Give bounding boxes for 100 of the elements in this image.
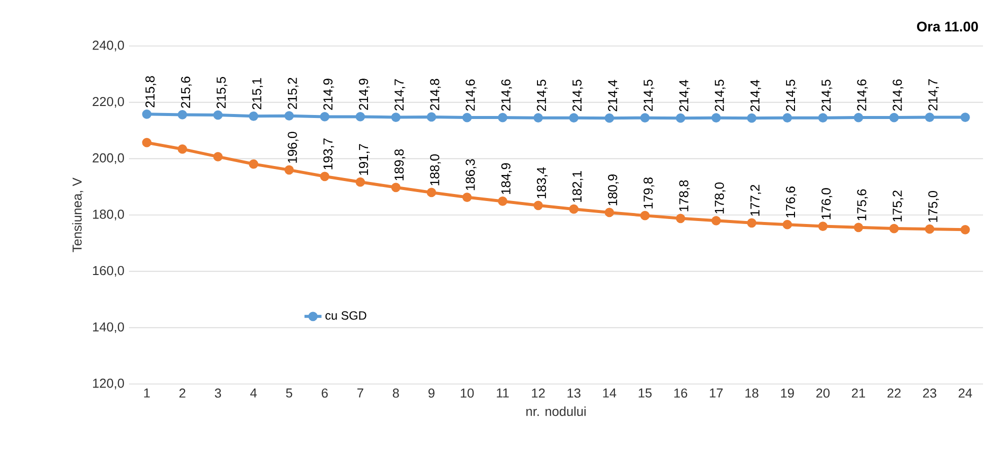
y-tick-label: 200,0 [92, 153, 124, 164]
data-label: 176,0 [822, 188, 832, 220]
data-label: 214,5 [644, 80, 654, 111]
point [356, 112, 365, 122]
data-label: 214,7 [928, 79, 939, 110]
point [818, 222, 828, 231]
data-label: 215,6 [181, 76, 192, 108]
point [320, 112, 330, 122]
point [248, 159, 258, 169]
data-label: 214,8 [430, 78, 441, 110]
y-tick-label: 140,0 [93, 322, 124, 334]
point [178, 110, 188, 120]
point [889, 112, 899, 122]
data-label: 182,1 [572, 171, 584, 202]
x-tick-label: 9 [428, 388, 434, 398]
point [711, 216, 721, 226]
y-tick-label: 220,0 [92, 96, 124, 108]
point [640, 210, 650, 220]
x-tick-label: 17 [710, 388, 723, 398]
data-label: 184,9 [501, 163, 512, 194]
data-label: 214,9 [358, 78, 370, 110]
y-tick-label: 160,0 [93, 266, 124, 277]
point [284, 111, 294, 121]
data-label: 179,8 [644, 178, 654, 208]
data-label: 214,6 [501, 80, 512, 111]
point [782, 113, 792, 123]
point [534, 200, 543, 210]
point [391, 182, 401, 192]
point [391, 112, 401, 122]
x-tick-label: 4 [250, 388, 257, 398]
data-label: 214,6 [466, 80, 476, 111]
x-tick-label: 15 [638, 388, 652, 398]
y-axis-title: Tensiunea, V [72, 178, 84, 252]
x-tick-label: 5 [286, 388, 292, 398]
x-tick-label: 23 [923, 388, 936, 398]
data-label: 189,8 [394, 149, 406, 180]
point [960, 112, 970, 122]
chart-title: Ora 11.00 [917, 22, 978, 32]
point [462, 112, 472, 122]
x-tick-label: 11 [496, 388, 509, 398]
point [676, 113, 686, 123]
data-label: 214,4 [679, 80, 690, 112]
point [320, 172, 330, 182]
point [213, 110, 223, 120]
x-tick-label: 10 [460, 388, 474, 398]
x-tick-label: 7 [357, 388, 364, 398]
point [747, 113, 756, 123]
x-tick-label: 18 [745, 388, 758, 398]
x-tick-label: 6 [322, 388, 328, 398]
point [213, 152, 223, 162]
legend-label: cu SGD [325, 311, 366, 320]
point [498, 112, 508, 122]
point [142, 109, 152, 119]
x-tick-label: 13 [568, 388, 580, 398]
data-label: 186,3 [466, 159, 476, 190]
y-tick-label: 180,0 [93, 210, 124, 220]
point [640, 113, 650, 123]
data-label: 196,0 [288, 132, 298, 163]
x-tick-label: 3 [214, 388, 221, 398]
x-tick-label: 1 [144, 388, 150, 398]
data-label: 215,5 [216, 76, 228, 108]
x-tick-label: 21 [852, 388, 866, 398]
point [711, 113, 721, 123]
data-label: 214,5 [786, 80, 797, 111]
data-label: 177,2 [750, 184, 762, 216]
x-tick-label: 8 [392, 388, 399, 398]
x-tick-label: 19 [781, 388, 794, 398]
point [178, 144, 188, 154]
point [426, 188, 436, 198]
data-label: 215,2 [288, 78, 298, 109]
x-tick-label: 14 [603, 388, 616, 398]
point [676, 214, 686, 224]
point [818, 113, 828, 123]
data-label: 214,4 [608, 80, 619, 112]
point [498, 196, 508, 206]
data-label: 178,0 [714, 182, 726, 214]
x-axis-title: nr. nodului [526, 406, 586, 416]
point [854, 222, 864, 232]
point [960, 224, 970, 234]
data-label: 214,6 [857, 80, 868, 111]
data-label: 175,2 [892, 190, 904, 222]
point [142, 138, 152, 148]
point [426, 112, 436, 122]
x-tick-label: 2 [179, 388, 186, 398]
data-label: 178,8 [679, 180, 690, 212]
data-label: 215,1 [252, 78, 263, 110]
data-label: 214,4 [750, 80, 762, 112]
y-tick-label: 240,0 [92, 40, 124, 52]
data-label: 214,5 [536, 80, 548, 111]
data-label: 214,6 [892, 80, 904, 111]
point [284, 165, 294, 175]
data-label: 176,6 [786, 186, 797, 218]
point [462, 192, 472, 202]
point [356, 177, 365, 187]
point [747, 218, 756, 228]
data-label: 175,0 [928, 190, 939, 222]
point [782, 220, 792, 230]
data-label: 214,7 [394, 79, 406, 110]
data-label: 214,5 [822, 80, 832, 111]
point [569, 113, 578, 123]
